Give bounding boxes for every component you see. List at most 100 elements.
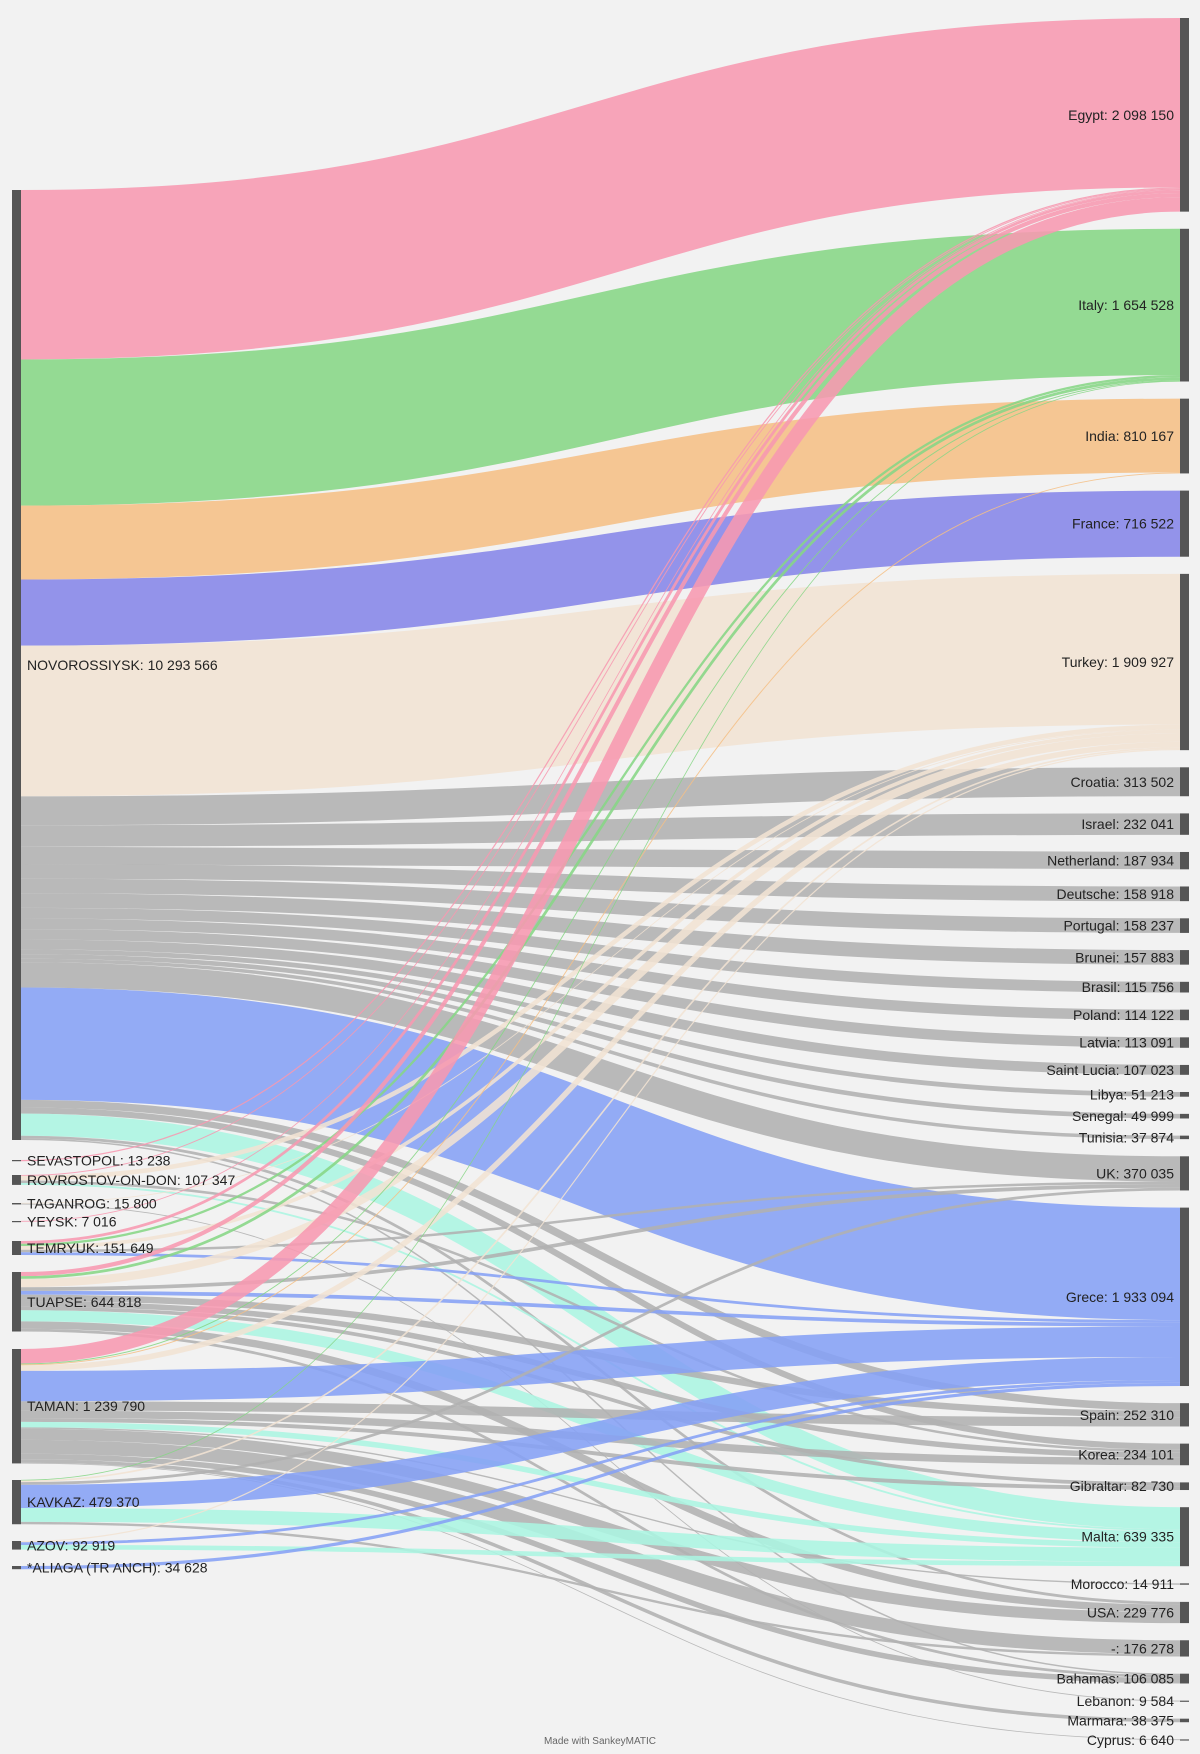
footer-credit: Made with SankeyMATIC xyxy=(543,1736,657,1747)
target-node-label: Israel: 232 041 xyxy=(1081,816,1174,832)
target-node-label: Brasil: 115 756 xyxy=(1082,979,1175,995)
flow-novorossiysk-to-turkey xyxy=(20,573,1181,797)
target-node-brunei xyxy=(1180,950,1189,965)
target-node-label: Malta: 639 335 xyxy=(1081,1529,1174,1545)
target-node-turkey xyxy=(1180,573,1189,751)
target-node-label: Tunisia: 37 874 xyxy=(1079,1129,1174,1145)
flow-novorossiysk-to-senegal xyxy=(20,954,1181,1119)
source-node-label: *ALIAGA (TR ANCH): 34 628 xyxy=(27,1560,208,1576)
source-node-taganrog xyxy=(12,1203,21,1205)
flow-temryuk-to-italy xyxy=(20,375,1181,1247)
flow-tuapse-to-egypt xyxy=(20,193,1181,1277)
flow-tuapse-to-korea xyxy=(20,1301,1181,1458)
target-node-lebanon xyxy=(1180,1700,1189,1702)
source-node-temryuk xyxy=(12,1241,21,1255)
source-node-label: TUAPSE: 644 818 xyxy=(27,1294,142,1310)
target-node-india xyxy=(1180,398,1189,474)
target-node-label: Libya: 51 213 xyxy=(1090,1086,1174,1102)
source-node-label: TAMAN: 1 239 790 xyxy=(27,1398,145,1414)
source-node-label: TAGANROG: 15 800 xyxy=(27,1196,157,1212)
target-node-usa xyxy=(1180,1601,1189,1624)
flow-novorossiysk-to-portugal xyxy=(20,878,1181,933)
flow-azov-to-grece xyxy=(20,1380,1181,1545)
target-node-label: Latvia: 113 091 xyxy=(1079,1035,1174,1051)
source-node-azov xyxy=(12,1541,21,1550)
target-node-tunisia xyxy=(1180,1135,1189,1140)
flow-taman-to-bahamas xyxy=(20,1453,1181,1684)
flow-rovrostov-on-don-to-korea xyxy=(20,1180,1181,1453)
flow-taganrog-to-turkey xyxy=(20,729,1181,1204)
flow-taman-to-grece xyxy=(20,1326,1181,1402)
flow-novorossiysk-to-korea xyxy=(20,1107,1181,1450)
target-node-egypt xyxy=(1180,18,1189,212)
target-node-label: Spain: 252 310 xyxy=(1080,1407,1174,1423)
flow-kavkaz-to-grece xyxy=(20,1356,1181,1508)
target-node-label: Croatia: 313 502 xyxy=(1070,774,1174,790)
flow-tuapse-to-turkey xyxy=(20,733,1181,1288)
flow-taman-to-usa xyxy=(20,1428,1181,1624)
target-node-label: Poland: 114 122 xyxy=(1073,1007,1174,1023)
flow-taman-to-spain xyxy=(20,1401,1181,1427)
flow-taman-to-malta xyxy=(20,1421,1181,1548)
flow-tuapse-to-italy xyxy=(20,377,1181,1279)
target-node-label: Senegal: 49 999 xyxy=(1072,1108,1174,1124)
target-node-bahamas xyxy=(1180,1673,1189,1684)
flow-novorossiysk-to-poland xyxy=(20,918,1181,1021)
flow-kavkaz-to-malta xyxy=(20,1507,1181,1562)
flow-rovrostov-on-don-to-egypt xyxy=(20,188,1181,1176)
target-node-poland xyxy=(1180,1009,1189,1021)
target-node-cyprus xyxy=(1180,1739,1189,1741)
target-node-spain xyxy=(1180,1403,1189,1427)
target-node-deutsche xyxy=(1180,886,1189,902)
source-node-label: AZOV: 92 919 xyxy=(27,1537,115,1553)
target-node-malta xyxy=(1180,1507,1189,1567)
target-node-uk xyxy=(1180,1156,1189,1191)
target-node-marmara xyxy=(1180,1718,1189,1723)
flow-novorossiysk-to-france xyxy=(20,490,1181,646)
flow-taman-to-italy xyxy=(20,380,1181,1365)
flow-yeysk-to-egypt xyxy=(20,189,1181,1222)
target-node-label: France: 716 522 xyxy=(1072,516,1174,532)
target-node-netherland xyxy=(1180,851,1189,870)
source-node-tuapse xyxy=(12,1272,21,1332)
flow-novorossiysk-to-libya xyxy=(20,949,1181,1097)
target-node-label: USA: 229 776 xyxy=(1087,1604,1174,1620)
flow-taman-to-turkey xyxy=(20,741,1181,1371)
target-node-italy xyxy=(1180,228,1189,382)
flow-temryuk-to-egypt xyxy=(20,190,1181,1244)
target-node-saint-lucia xyxy=(1180,1064,1189,1075)
target-node-label: Deutsche: 158 918 xyxy=(1056,886,1174,902)
target-node-latvia xyxy=(1180,1037,1189,1048)
flow-taman-to-gibraltar xyxy=(20,1417,1181,1491)
flow-tuapse-to-usa xyxy=(20,1321,1181,1613)
target-node-label: Korea: 234 101 xyxy=(1078,1446,1174,1462)
source-node-label: TEMRYUK: 151 649 xyxy=(27,1240,154,1256)
target-node-croatia xyxy=(1180,767,1189,797)
flow-temryuk-to-grece xyxy=(20,1252,1181,1323)
target-node-label: Morocco: 14 911 xyxy=(1071,1576,1174,1592)
target-node-israel xyxy=(1180,813,1189,835)
flow-novorossiysk-to-deutsche xyxy=(20,864,1181,902)
target-node-label: Grece: 1 933 094 xyxy=(1066,1289,1174,1305)
target-node-label: India: 810 167 xyxy=(1085,428,1174,444)
flow-novorossiysk-to-netherland xyxy=(20,846,1181,870)
target-node-label: Italy: 1 654 528 xyxy=(1078,297,1174,313)
flow-rovrostov-on-don-to-turkey xyxy=(20,724,1181,1181)
target-node-label: Cyprus: 6 640 xyxy=(1087,1732,1174,1748)
target-node-label: Netherland: 187 934 xyxy=(1047,853,1174,869)
source-node-sevastopol xyxy=(12,1160,21,1162)
target-node-label: -: 176 278 xyxy=(1111,1640,1174,1656)
target-node-label: Bahamas: 106 085 xyxy=(1056,1671,1174,1687)
flow-kavkaz-to-uk xyxy=(20,1187,1181,1485)
target-node-korea xyxy=(1180,1443,1189,1466)
flow--aliaga-tr-anch--to-grece xyxy=(20,1382,1181,1570)
target-node-france xyxy=(1180,490,1189,557)
flow-tuapse-to-gibraltar xyxy=(20,1306,1181,1487)
nodes-layer: NOVOROSSIYSK: 10 293 566 SEVASTOPOL: 13 2… xyxy=(12,18,1189,1748)
source-node-label: YEYSK: 7 016 xyxy=(27,1214,117,1230)
source-node-kavkaz xyxy=(12,1480,21,1525)
source-node-taman xyxy=(12,1349,21,1464)
target-node-label: Lebanon: 9 584 xyxy=(1077,1693,1175,1709)
flow-tuapse-to-bahamas xyxy=(20,1328,1181,1678)
source-node-label: NOVOROSSIYSK: 10 293 566 xyxy=(27,657,218,673)
